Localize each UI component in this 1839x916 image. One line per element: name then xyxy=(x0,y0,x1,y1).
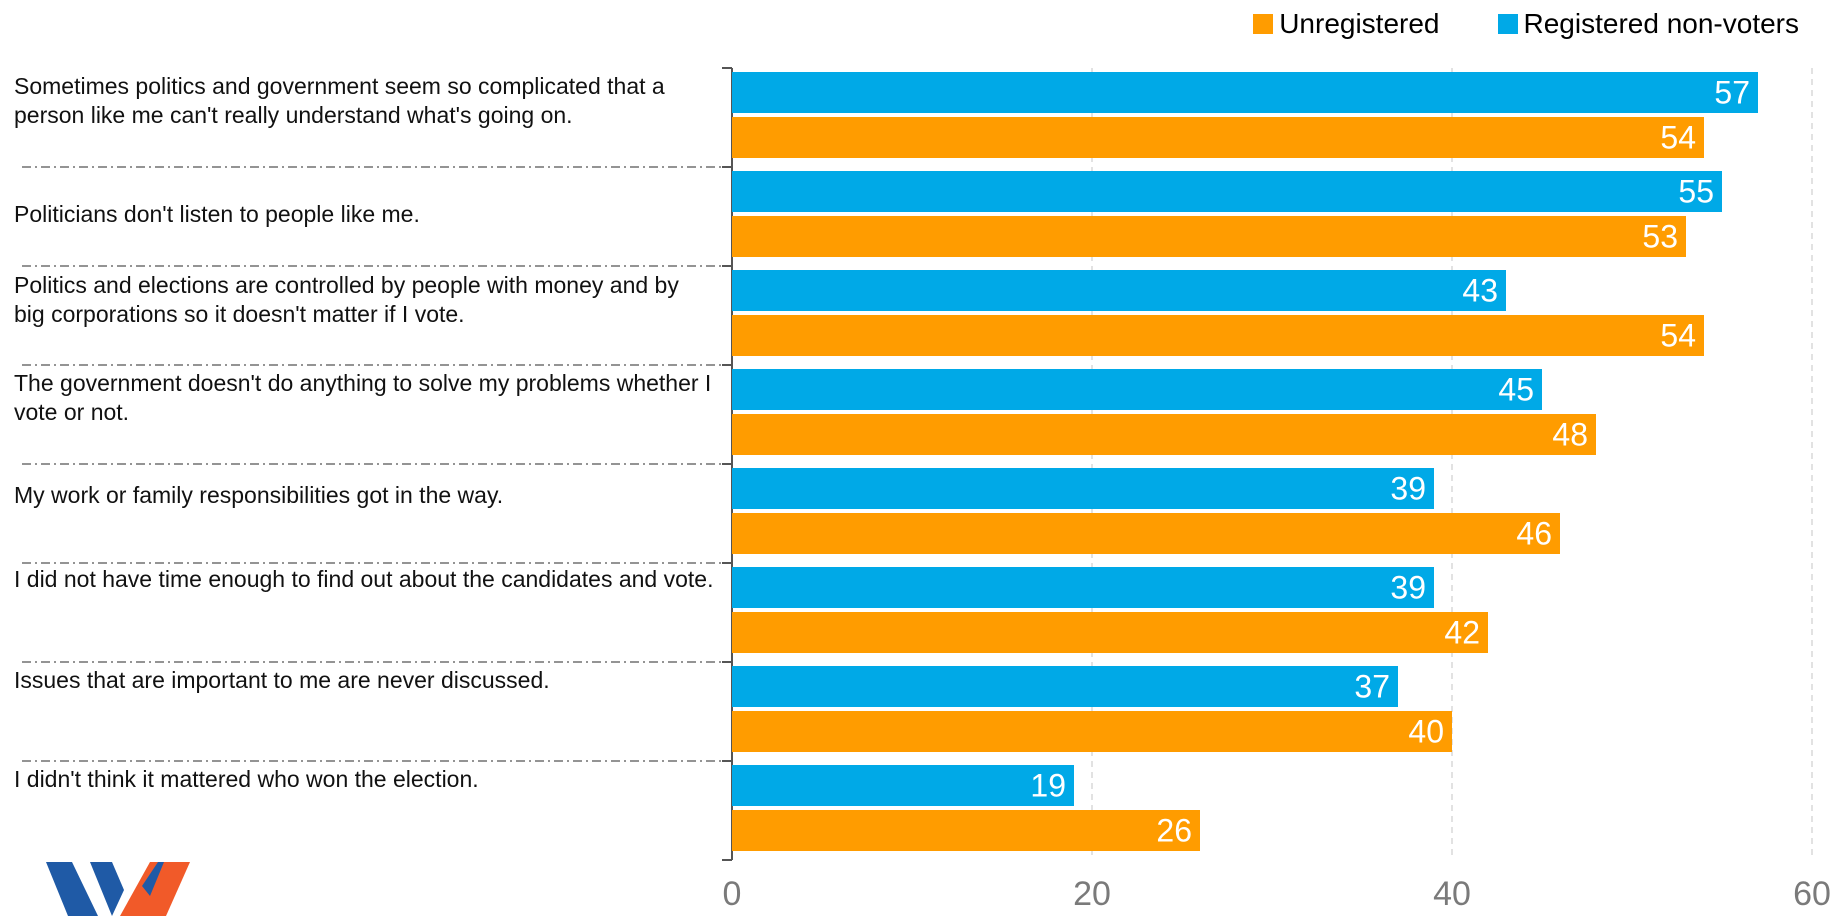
bar-unregistered xyxy=(732,414,1596,455)
data-label-unregistered: 46 xyxy=(1516,516,1552,552)
logo-icon xyxy=(46,862,190,916)
bar-registered xyxy=(732,666,1398,707)
bar-registered xyxy=(732,270,1506,311)
data-label-registered: 55 xyxy=(1678,174,1714,210)
data-label-registered: 19 xyxy=(1030,768,1066,804)
bar-unregistered xyxy=(732,216,1686,257)
data-label-registered: 45 xyxy=(1498,372,1534,408)
category-label: Sometimes politics and government seem s… xyxy=(14,73,665,128)
data-label-registered: 57 xyxy=(1714,75,1750,111)
bar-registered xyxy=(732,567,1434,608)
bar-unregistered xyxy=(732,612,1488,653)
category-label: I didn't think it mattered who won the e… xyxy=(14,766,479,792)
bar-registered xyxy=(732,72,1758,113)
x-tick-label: 40 xyxy=(1433,875,1471,913)
bar-unregistered xyxy=(732,711,1452,752)
category-label: Politicians don't listen to people like … xyxy=(14,201,420,227)
bar-unregistered xyxy=(732,810,1200,851)
bar-registered xyxy=(732,369,1542,410)
x-tick-label: 0 xyxy=(723,875,742,913)
data-label-unregistered: 42 xyxy=(1444,615,1480,651)
category-label: Politics and elections are controlled by… xyxy=(14,272,679,327)
legend-item-unregistered: Unregistered xyxy=(1253,8,1440,40)
x-tick-label: 60 xyxy=(1793,875,1831,913)
data-label-unregistered: 26 xyxy=(1156,813,1192,849)
data-label-registered: 39 xyxy=(1390,471,1426,507)
bar-unregistered xyxy=(732,315,1704,356)
data-label-registered: 37 xyxy=(1354,669,1390,705)
x-tick-label: 20 xyxy=(1073,875,1111,913)
data-label-unregistered: 54 xyxy=(1660,318,1696,354)
bar-registered xyxy=(732,468,1434,509)
data-label-registered: 43 xyxy=(1462,273,1498,309)
bar-registered xyxy=(732,171,1722,212)
legend-item-registered: Registered non-voters xyxy=(1497,8,1799,40)
data-label-unregistered: 54 xyxy=(1660,120,1696,156)
legend: Unregistered Registered non-voters xyxy=(1253,8,1799,40)
category-label: I did not have time enough to find out a… xyxy=(14,566,714,592)
legend-swatch-unregistered xyxy=(1253,14,1274,34)
category-label: The government doesn't do anything to so… xyxy=(14,370,712,425)
category-label: My work or family responsibilities got i… xyxy=(14,482,504,508)
data-label-unregistered: 48 xyxy=(1552,417,1588,453)
data-label-registered: 39 xyxy=(1390,570,1426,606)
legend-label-registered: Registered non-voters xyxy=(1523,8,1799,39)
legend-swatch-registered xyxy=(1497,14,1518,34)
legend-label-unregistered: Unregistered xyxy=(1279,8,1440,39)
bar-unregistered xyxy=(732,117,1704,158)
data-label-unregistered: 53 xyxy=(1642,219,1678,255)
bar-registered xyxy=(732,765,1074,806)
bar-unregistered xyxy=(732,513,1560,554)
data-label-unregistered: 40 xyxy=(1408,714,1444,750)
category-label: Issues that are important to me are neve… xyxy=(14,667,550,693)
